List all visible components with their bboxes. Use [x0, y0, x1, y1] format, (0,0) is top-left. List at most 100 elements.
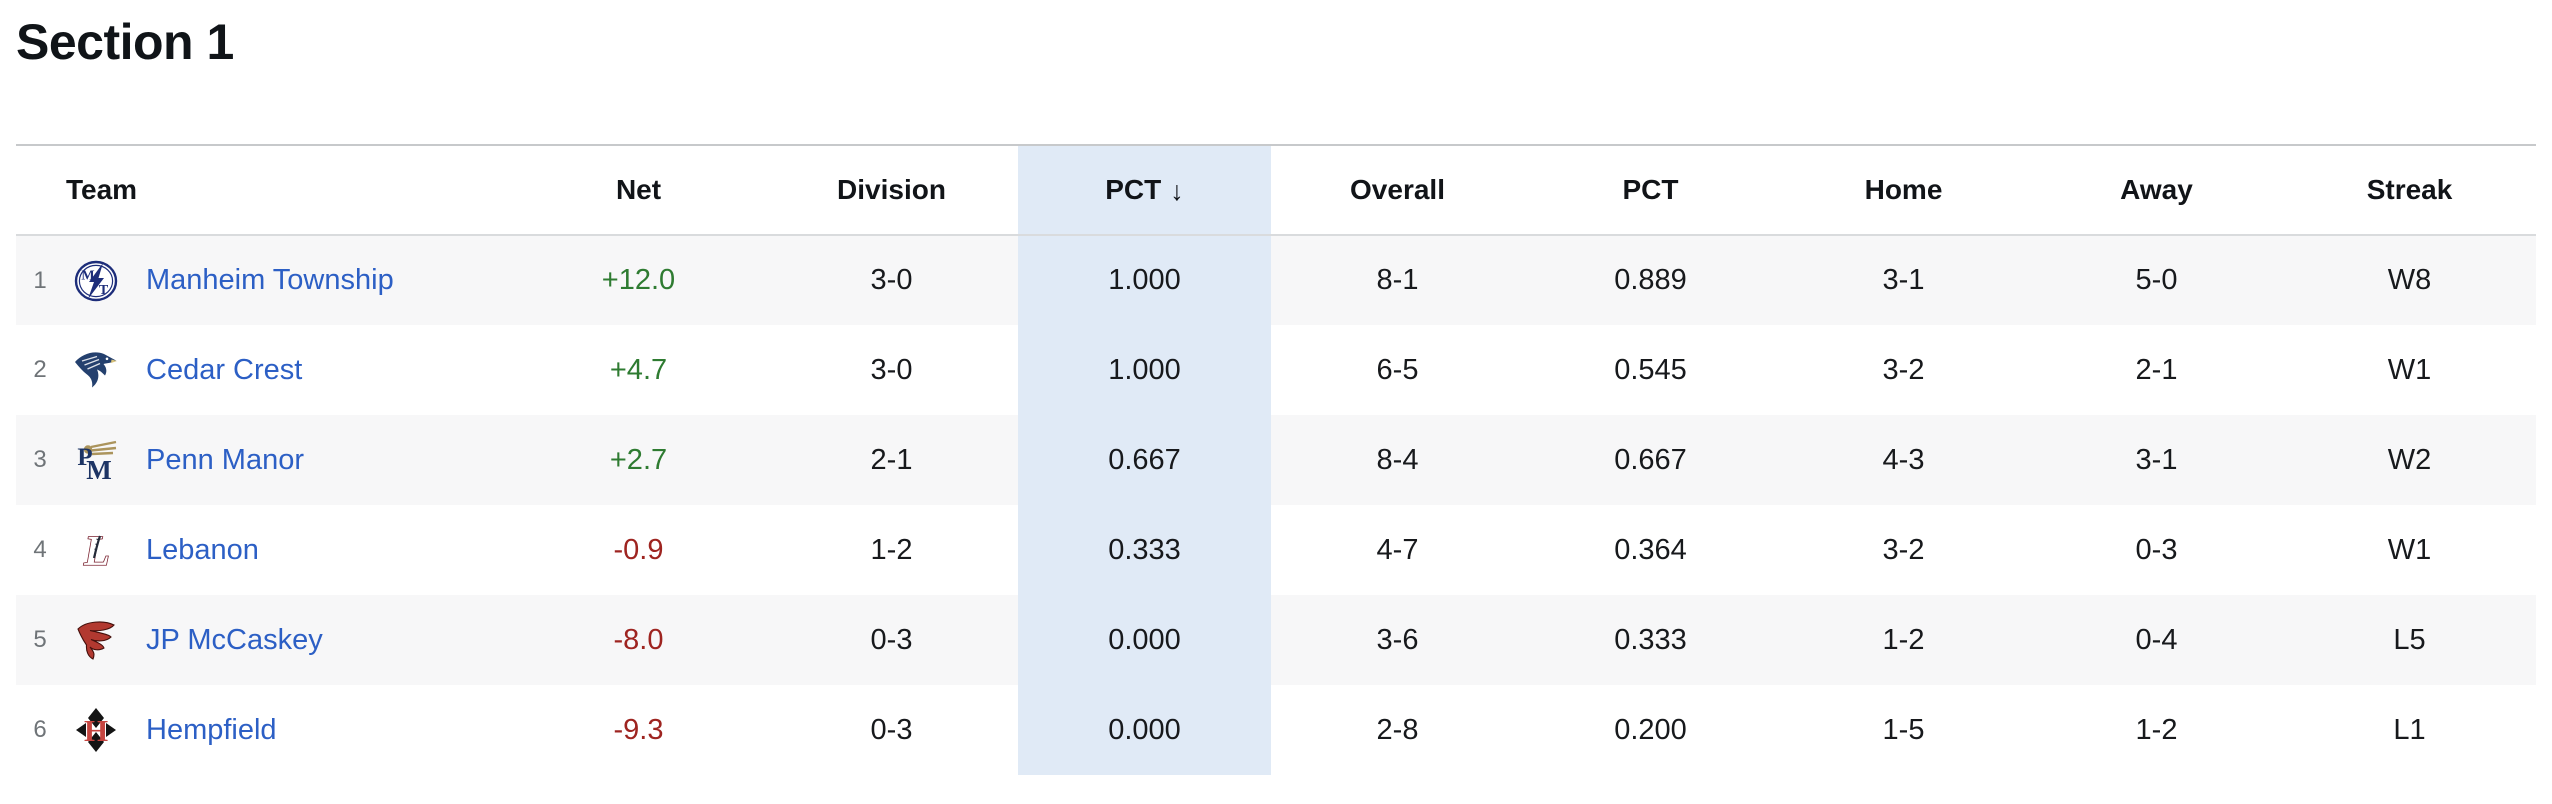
penn-manor-logo-icon: P M: [74, 438, 118, 482]
streak: W1: [2387, 353, 2432, 386]
home-record: 1-5: [1882, 713, 1925, 746]
column-header-label: Overall: [1350, 174, 1445, 205]
jp-mccaskey-logo-icon: [74, 618, 118, 662]
column-header-label: PCT: [1622, 174, 1679, 205]
division-pct: 0.000: [1018, 685, 1271, 775]
division-record: 3-0: [870, 264, 913, 296]
away-record: 1-2: [2135, 713, 2178, 746]
division-record: 1-2: [870, 533, 913, 566]
table-row: 2 Cedar Crest +4.7 3-0 1.000 6-5: [16, 325, 2536, 415]
column-header-label: Streak: [2366, 174, 2453, 205]
away-record: 0-3: [2135, 533, 2178, 566]
rank: 5: [33, 626, 47, 653]
table-row: 5 JP McCaskey -8.0 0-3 0.000 3-6 0.333 1…: [16, 595, 2536, 685]
header-row: Team Net Division PCT ↓ Overall PCT Home …: [16, 144, 2536, 236]
away-record: 2-1: [2135, 353, 2178, 386]
division-pct: 0.667: [1018, 415, 1271, 505]
column-header-overall[interactable]: Overall: [1271, 144, 1524, 236]
lebanon-logo-icon: L: [74, 528, 118, 572]
manheim-township-logo-icon: M T: [74, 259, 118, 303]
standings-page: Section 1 Team Net Division PCT ↓ Overall…: [16, 14, 2536, 775]
home-record: 4-3: [1882, 443, 1925, 476]
home-record: 1-2: [1882, 623, 1925, 656]
division-record: 0-3: [870, 713, 913, 746]
net-value: -0.9: [613, 533, 664, 566]
svg-text:H: H: [84, 713, 108, 748]
team-link[interactable]: Hempfield: [146, 713, 277, 746]
hempfield-logo-icon: H: [74, 708, 118, 752]
overall-record: 2-8: [1376, 713, 1419, 746]
team-link[interactable]: Penn Manor: [146, 443, 304, 476]
column-header-pct-division[interactable]: PCT ↓: [1018, 144, 1271, 236]
net-value: +4.7: [609, 353, 668, 386]
svg-text:M: M: [86, 455, 111, 482]
away-record: 5-0: [2135, 264, 2178, 296]
division-record: 0-3: [870, 623, 913, 656]
away-record: 3-1: [2135, 443, 2178, 476]
column-header-division[interactable]: Division: [765, 144, 1018, 236]
rank: 6: [33, 716, 47, 743]
streak: W2: [2387, 443, 2432, 476]
standings-table: Team Net Division PCT ↓ Overall PCT Home …: [16, 144, 2536, 775]
streak: W8: [2387, 264, 2432, 296]
column-header-label: Net: [615, 174, 662, 205]
division-pct: 0.000: [1018, 595, 1271, 685]
division-pct: 1.000: [1018, 235, 1271, 325]
division-pct: 1.000: [1018, 325, 1271, 415]
overall-pct: 0.667: [1614, 443, 1687, 476]
column-header-label: PCT: [1105, 174, 1162, 205]
rank: 4: [33, 536, 47, 563]
column-header-team[interactable]: Team: [16, 144, 512, 236]
net-value: +12.0: [601, 264, 676, 296]
table-row: 6 H Hempfield -9.3 0-3 0.000: [16, 685, 2536, 775]
column-header-net[interactable]: Net: [512, 144, 765, 236]
overall-pct: 0.889: [1614, 264, 1687, 296]
overall-pct: 0.333: [1614, 623, 1687, 656]
svg-text:T: T: [99, 283, 109, 298]
table-row: 1 M T Manheim Township +12.0 3-0 1.0: [16, 235, 2536, 325]
division-record: 3-0: [870, 353, 913, 386]
home-record: 3-2: [1882, 353, 1925, 386]
column-header-label: Division: [837, 174, 946, 205]
cedar-crest-logo-icon: [74, 348, 118, 392]
table-row: 4 L Lebanon -0.9 1-2 0.333 4-7 0.364 3-2: [16, 505, 2536, 595]
team-link[interactable]: Lebanon: [146, 533, 259, 566]
home-record: 3-1: [1882, 264, 1925, 296]
net-value: -8.0: [613, 623, 664, 656]
rank: 2: [33, 356, 47, 383]
net-value: +2.7: [609, 443, 668, 476]
overall-record: 3-6: [1376, 623, 1419, 656]
column-header-away[interactable]: Away: [2030, 144, 2283, 236]
overall-record: 8-4: [1376, 443, 1419, 476]
svg-text:M: M: [81, 268, 94, 283]
division-pct: 0.333: [1018, 505, 1271, 595]
overall-record: 6-5: [1376, 353, 1419, 386]
overall-record: 8-1: [1376, 264, 1419, 296]
page-title: Section 1: [16, 14, 234, 70]
streak: L1: [2393, 713, 2426, 746]
rank: 1: [33, 266, 47, 294]
column-header-pct-overall[interactable]: PCT: [1524, 144, 1777, 236]
team-link[interactable]: JP McCaskey: [146, 623, 323, 656]
overall-pct: 0.364: [1614, 533, 1687, 566]
overall-pct: 0.545: [1614, 353, 1687, 386]
rank: 3: [33, 446, 47, 473]
sort-descending-arrow-icon: ↓: [1170, 176, 1184, 206]
column-header-home[interactable]: Home: [1777, 144, 2030, 236]
team-link[interactable]: Manheim Township: [146, 264, 394, 296]
team-link[interactable]: Cedar Crest: [146, 353, 303, 386]
streak: W1: [2387, 533, 2432, 566]
streak: L5: [2393, 623, 2426, 656]
column-header-streak[interactable]: Streak: [2283, 144, 2536, 236]
away-record: 0-4: [2135, 623, 2178, 656]
column-header-label: Home: [1864, 174, 1943, 205]
division-record: 2-1: [870, 443, 913, 476]
table-row: 3 P M Penn Manor +2.7 2-1 0.667 8-4: [16, 415, 2536, 505]
column-header-label: Away: [2120, 174, 2193, 205]
svg-text:P: P: [77, 444, 92, 471]
column-header-label: Team: [66, 174, 138, 205]
net-value: -9.3: [613, 713, 664, 746]
overall-record: 4-7: [1376, 533, 1419, 566]
overall-pct: 0.200: [1614, 713, 1687, 746]
home-record: 3-2: [1882, 533, 1925, 566]
